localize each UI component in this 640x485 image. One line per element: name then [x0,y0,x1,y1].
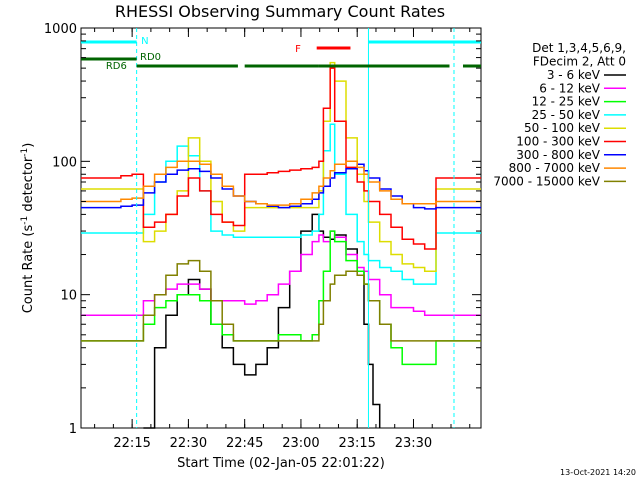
legend-label-8: 7000 - 15000 keV [493,174,600,188]
series-line-5 [81,67,481,250]
legend: Det 1,3,4,5,6,9,FDecim 2, Att 03 - 6 keV… [493,41,626,188]
x-tick-label-1: 22:30 [170,436,207,451]
annotation-label-f: F [295,44,301,55]
series-line-8 [81,259,481,342]
y-tick-label-1: 10 [60,289,77,304]
legend-header-1: FDecim 2, Att 0 [533,55,626,69]
y-tick-label-0: 1 [69,422,77,437]
y-axis-label: Count Rate (s-1 detector-1) [20,143,36,314]
footer-date: 13-Oct-2021 14:20 [560,468,636,477]
x-tick-label-3: 23:00 [282,436,319,451]
plot-area: N F RD0 RD6 22:15 22:30 22:45 23:00 23:15 23:30 1… [44,22,482,451]
x-tick-label-2: 22:45 [226,436,263,451]
x-tick-label-5: 23:30 [395,436,432,451]
y-tick-label-3: 1000 [44,22,77,37]
legend-header-0: Det 1,3,4,5,6,9, [532,41,626,55]
legend-label-5: 100 - 300 keV [516,135,600,149]
legend-label-7: 800 - 7000 keV [509,161,601,175]
annotation-layer: N F RD0 RD6 [81,28,481,428]
x-tick-label-4: 23:15 [338,436,375,451]
series-layer [81,61,481,429]
legend-label-3: 25 - 50 keV [532,108,601,122]
legend-label-6: 300 - 800 keV [516,148,600,162]
legend-label-2: 12 - 25 keV [532,95,601,109]
annotation-label-rd0: RD0 [140,52,161,63]
legend-label-1: 6 - 12 keV [539,81,601,95]
legend-label-0: 3 - 6 keV [547,68,601,82]
series-line-1 [81,230,481,317]
annotation-label-rd6: RD6 [106,61,127,72]
annotation-label-n: N [141,36,148,47]
plot-frame [80,27,482,429]
axis-layer: 22:15 22:30 22:45 23:00 23:15 23:30 1 10 100 1000 [44,22,481,451]
x-tick-label-0: 22:15 [113,436,150,451]
x-axis-label: Start Time (02-Jan-05 22:01:22) [177,456,385,471]
series-line-7 [81,160,481,206]
chart-title: RHESSI Observing Summary Count Rates [115,2,445,21]
legend-label-4: 50 - 100 keV [524,121,601,135]
y-tick-label-2: 100 [52,155,77,170]
